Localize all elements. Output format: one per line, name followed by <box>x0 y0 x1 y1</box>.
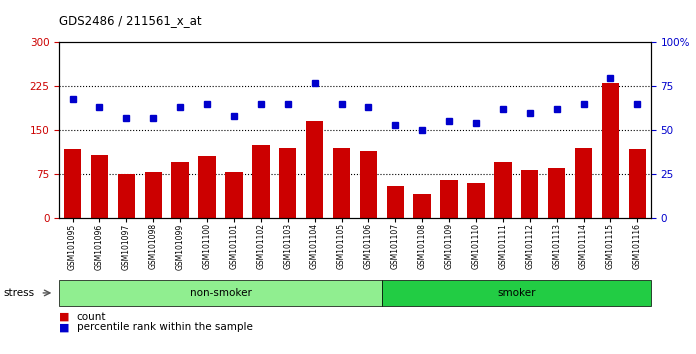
Bar <box>333 148 350 218</box>
Text: count: count <box>77 312 106 322</box>
Bar <box>252 145 269 218</box>
Bar <box>441 180 458 218</box>
Bar <box>601 84 619 218</box>
Text: non-smoker: non-smoker <box>189 288 251 298</box>
Bar <box>548 168 565 218</box>
Bar <box>413 194 431 218</box>
Bar <box>90 155 109 218</box>
Bar <box>64 149 81 218</box>
Bar <box>306 121 324 218</box>
Bar <box>467 183 484 218</box>
Bar <box>575 148 592 218</box>
Bar <box>360 150 377 218</box>
Bar <box>628 149 646 218</box>
Bar <box>226 172 243 218</box>
Bar <box>118 174 135 218</box>
Bar <box>521 170 539 218</box>
Bar <box>279 148 296 218</box>
Bar <box>171 162 189 218</box>
Bar <box>145 172 162 218</box>
Bar <box>198 156 216 218</box>
Text: ■: ■ <box>59 312 70 322</box>
Bar <box>386 185 404 218</box>
Text: stress: stress <box>3 288 35 298</box>
Text: smoker: smoker <box>497 288 535 298</box>
Text: ■: ■ <box>59 322 70 332</box>
Text: GDS2486 / 211561_x_at: GDS2486 / 211561_x_at <box>59 14 202 27</box>
Text: percentile rank within the sample: percentile rank within the sample <box>77 322 253 332</box>
Bar <box>494 162 512 218</box>
